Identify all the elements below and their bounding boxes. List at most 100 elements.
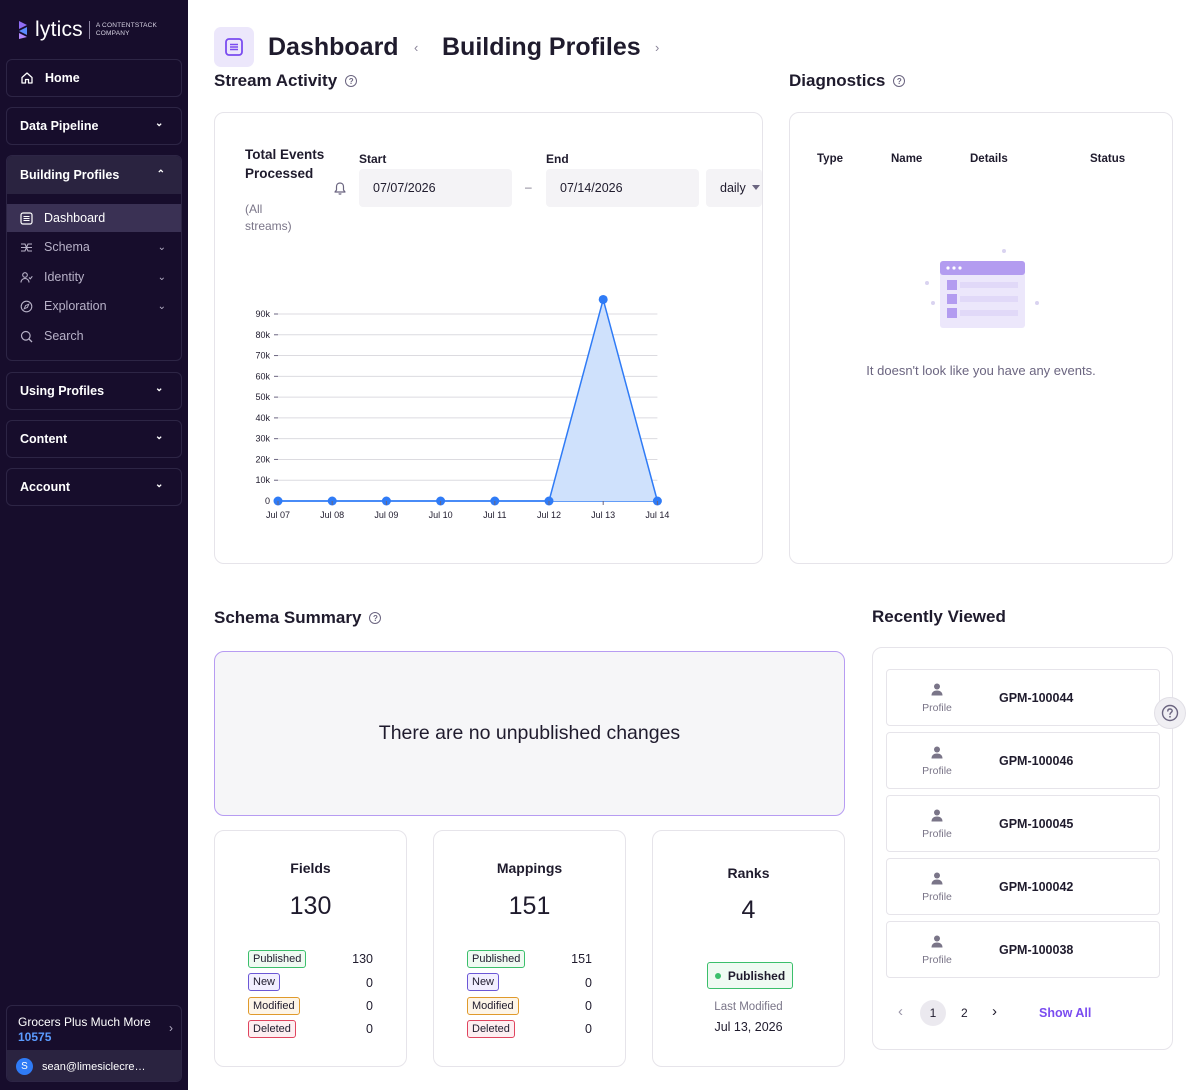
interval-select[interactable]: daily xyxy=(706,169,762,207)
page-title: Dashboard xyxy=(268,33,399,61)
nav-building-profiles[interactable]: Building Profiles ⌃ xyxy=(7,156,181,194)
empty-events-illustration xyxy=(925,249,1039,328)
profile-type: Profile xyxy=(922,702,952,714)
y-tick-label: 20k xyxy=(255,454,270,464)
profile-thumb: Profile xyxy=(920,809,954,840)
area-fill xyxy=(278,299,658,501)
chevron-down-icon: ⌄ xyxy=(157,242,166,253)
profile-id: GPM-100044 xyxy=(999,691,1074,705)
sidebar-item-schema[interactable]: Schema ⌄ xyxy=(7,233,181,261)
y-tick-label: 30k xyxy=(255,434,270,444)
y-tick-label: 40k xyxy=(255,413,270,423)
help-button[interactable] xyxy=(1154,697,1186,729)
pagination-page-2[interactable]: 2 xyxy=(961,1006,968,1020)
list-item[interactable]: Profile GPM-100046 xyxy=(886,732,1160,789)
chevron-left-icon[interactable]: ‹ xyxy=(414,40,419,55)
account-switcher[interactable]: Grocers Plus Much More 10575 › S sean@li… xyxy=(6,1005,182,1082)
column-header-name: Name xyxy=(891,153,923,165)
chevron-down-icon: ⌄ xyxy=(157,272,166,283)
mappings-card[interactable]: Mappings 151 Published 151 New 0 Modifie… xyxy=(433,830,626,1067)
profile-id: GPM-100046 xyxy=(999,754,1074,768)
mappings-total: 151 xyxy=(508,892,551,920)
user-icon xyxy=(931,746,943,759)
user-menu[interactable]: S sean@limesiclecrea... xyxy=(7,1050,181,1081)
chevron-right-icon[interactable]: › xyxy=(655,40,660,55)
recently-viewed-card: Profile GPM-100044 Profile GPM-100046 Pr… xyxy=(872,647,1173,1050)
help-icon[interactable]: ? xyxy=(345,75,358,87)
lytics-logo[interactable]: lytics A CONTENTSTACK COMPANY xyxy=(16,18,158,42)
last-modified-date: Jul 13, 2026 xyxy=(714,1020,783,1034)
bell-icon[interactable] xyxy=(333,181,347,196)
y-tick-label: 50k xyxy=(255,392,270,402)
end-label: End xyxy=(546,152,569,166)
sidebar-item-exploration[interactable]: Exploration ⌄ xyxy=(7,292,181,320)
nav-data-pipeline[interactable]: Data Pipeline ⌄ xyxy=(6,107,182,145)
x-tick-label: Jul 10 xyxy=(429,510,453,520)
pagination-prev-icon[interactable]: ‹ xyxy=(898,1003,903,1020)
fields-title: Fields xyxy=(290,860,331,876)
x-tick-label: Jul 09 xyxy=(374,510,398,520)
column-header-type: Type xyxy=(817,153,843,165)
brand-tagline: A CONTENTSTACK COMPANY xyxy=(95,22,158,37)
status-badge-new: New xyxy=(467,973,500,991)
list-item[interactable]: Profile GPM-100038 xyxy=(886,921,1160,978)
identity-icon xyxy=(20,271,33,283)
fields-card[interactable]: Fields 130 Published 130 New 0 Modified … xyxy=(214,830,407,1067)
fields-total: 130 xyxy=(289,892,332,920)
nav-account[interactable]: Account ⌄ xyxy=(6,468,182,506)
last-modified-label: Last Modified xyxy=(714,1001,783,1013)
y-tick-label: 60k xyxy=(255,371,270,381)
end-date-input[interactable]: 07/14/2026 xyxy=(546,169,699,207)
status-badge-new: New xyxy=(248,973,281,991)
chevron-down-icon: ⌄ xyxy=(155,383,164,394)
profile-type: Profile xyxy=(922,828,952,840)
metric-label: Total Events Processed xyxy=(245,147,325,181)
date-separator: – xyxy=(525,180,532,194)
y-tick-label: 10k xyxy=(255,475,270,485)
status-badge-deleted: Deleted xyxy=(248,1020,296,1038)
deleted-count: 0 xyxy=(366,1022,373,1036)
sidebar-item-label: Search xyxy=(44,329,84,343)
start-date-input[interactable]: 07/07/2026 xyxy=(359,169,512,207)
list-item[interactable]: Profile GPM-100045 xyxy=(886,795,1160,852)
modified-count: 0 xyxy=(366,999,373,1013)
list-item[interactable]: Profile GPM-100044 xyxy=(886,669,1160,726)
caret-down-icon xyxy=(752,185,760,190)
status-badge-modified: Modified xyxy=(467,997,519,1015)
profile-type: Profile xyxy=(922,954,952,966)
user-icon xyxy=(931,872,943,885)
nav-home[interactable]: Home xyxy=(6,59,182,97)
profile-type: Profile xyxy=(922,765,952,777)
show-all-link[interactable]: Show All xyxy=(1039,1006,1092,1020)
metric-sublabel: (All streams) xyxy=(245,202,292,233)
modified-count: 0 xyxy=(585,999,592,1013)
user-icon xyxy=(931,683,943,696)
x-tick-label: Jul 08 xyxy=(320,510,344,520)
breadcrumb[interactable]: Building Profiles xyxy=(442,33,641,61)
help-icon[interactable]: ? xyxy=(893,75,906,87)
help-icon[interactable]: ? xyxy=(369,612,382,624)
new-count: 0 xyxy=(366,976,373,990)
pagination-page-1[interactable]: 1 xyxy=(920,1000,946,1026)
sidebar-item-search[interactable]: Search xyxy=(7,322,181,350)
ranks-card[interactable]: Ranks 4 Published Last Modified Jul 13, … xyxy=(652,830,845,1067)
sidebar-item-dashboard[interactable]: Dashboard xyxy=(7,204,181,232)
list-item[interactable]: Profile GPM-100042 xyxy=(886,858,1160,915)
empty-events-message: It doesn't look like you have any events… xyxy=(866,363,1096,378)
nav-account-label: Account xyxy=(20,480,70,494)
chevron-down-icon: ⌄ xyxy=(155,479,164,490)
user-email: sean@limesiclecrea... xyxy=(42,1060,148,1073)
nav-content[interactable]: Content ⌄ xyxy=(6,420,182,458)
nav-using-profiles[interactable]: Using Profiles ⌄ xyxy=(6,372,182,410)
stream-activity-card: Total Events Processed (All streams) Sta… xyxy=(214,112,763,564)
events-chart: 0 10k 20k 30k 40k 50k 60k 70k 80k 90k Jul 07 Jul 08… xyxy=(255,294,669,520)
diagnostics-heading: Diagnostics ? xyxy=(789,71,906,91)
pagination-next-icon[interactable]: › xyxy=(992,1003,997,1020)
profile-thumb: Profile xyxy=(920,683,954,714)
profile-id: GPM-100045 xyxy=(999,817,1074,831)
nav-building-profiles-label: Building Profiles xyxy=(20,168,120,182)
y-tick-label: 80k xyxy=(255,330,270,340)
home-icon xyxy=(20,71,34,85)
sidebar-item-identity[interactable]: Identity ⌄ xyxy=(7,263,181,291)
x-tick-label: Jul 11 xyxy=(483,510,506,520)
